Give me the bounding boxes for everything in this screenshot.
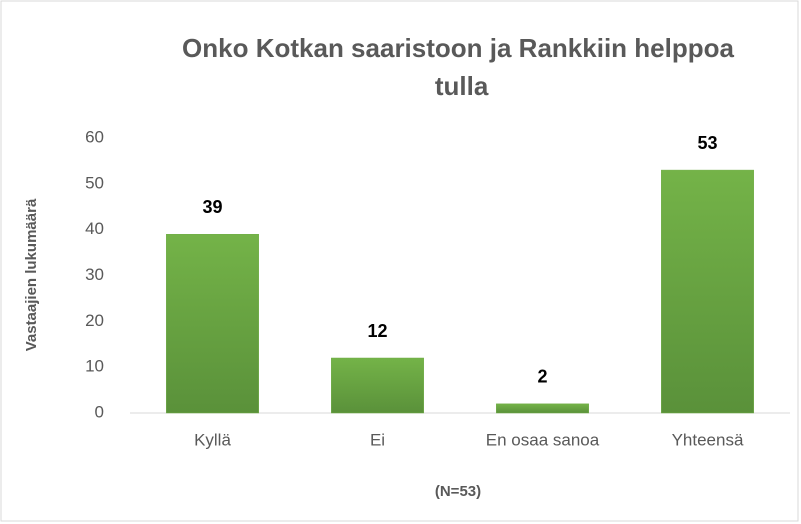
y-tick-label: 50 [85,173,104,192]
chart-title: Onko Kotkan saaristoon ja Rankkiin helpp… [182,33,734,101]
value-label: 2 [537,367,547,387]
x-axis-title: (N=53) [435,483,481,500]
value-label: 39 [202,197,222,217]
y-tick-label: 0 [95,402,104,421]
y-tick-label: 40 [85,219,104,238]
x-tick-label: En osaa sanoa [486,430,600,449]
value-label: 12 [367,321,387,341]
y-tick-label: 10 [85,357,104,376]
y-tick-label: 30 [85,265,104,284]
bar [166,234,259,414]
y-tick-label: 60 [85,127,104,146]
x-tick-label: Ei [370,430,385,449]
y-axis-title: Vastaajien lukumäärä [23,198,40,351]
bar [661,169,754,414]
bar [331,357,424,414]
x-tick-label: Yhteensä [672,430,744,449]
value-label: 53 [697,133,717,153]
x-tick-label: Kyllä [194,430,231,449]
bar [496,403,589,414]
y-tick-label: 20 [85,311,104,330]
